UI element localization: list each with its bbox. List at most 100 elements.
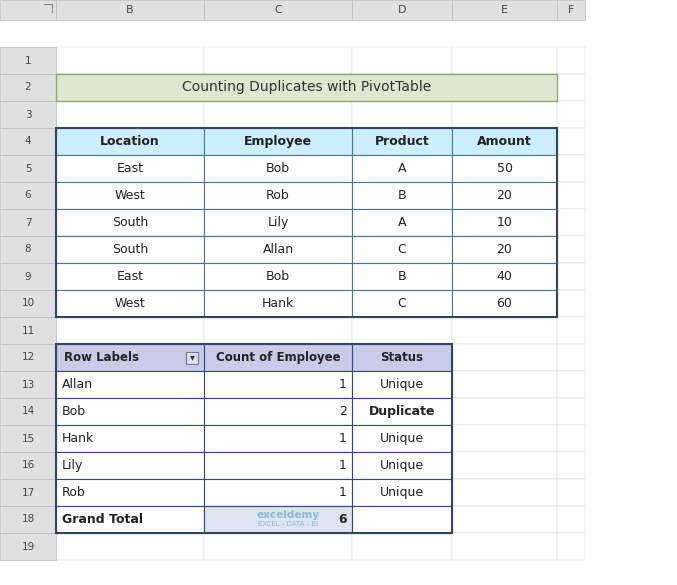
Bar (56, 74, 557, 101)
Bar (204, 452, 352, 479)
Text: A: A (398, 216, 406, 229)
Bar (204, 236, 352, 263)
Bar (56, 47, 204, 74)
Bar (204, 506, 352, 533)
Text: Hank: Hank (262, 297, 294, 310)
Bar (0, 74, 56, 101)
Text: B: B (397, 270, 406, 283)
Bar (56, 0, 204, 20)
Bar (452, 128, 557, 155)
Bar (452, 182, 557, 209)
Bar (352, 344, 452, 371)
Bar (204, 317, 352, 344)
Text: 9: 9 (24, 271, 31, 281)
Bar (0, 236, 56, 263)
Bar (56, 236, 204, 263)
Bar (204, 74, 352, 101)
Bar (452, 371, 557, 398)
Bar (557, 317, 585, 344)
Bar (452, 209, 557, 236)
Bar (56, 236, 204, 263)
Text: C: C (397, 243, 406, 256)
Text: Lily: Lily (267, 216, 288, 229)
Bar (352, 398, 452, 425)
Bar (557, 263, 585, 290)
Bar (452, 236, 557, 263)
Bar (56, 344, 452, 533)
Bar (452, 155, 557, 182)
Bar (56, 74, 204, 101)
Text: A: A (398, 162, 406, 175)
Bar (56, 479, 204, 506)
Bar (0, 452, 56, 479)
Bar (56, 290, 204, 317)
FancyBboxPatch shape (186, 352, 198, 363)
Text: 13: 13 (22, 380, 35, 390)
Bar (204, 533, 352, 560)
Bar (56, 182, 204, 209)
Bar (204, 425, 352, 452)
Text: South: South (112, 243, 148, 256)
Bar (56, 182, 204, 209)
Bar (352, 236, 452, 263)
Bar (56, 128, 204, 155)
Bar (452, 263, 557, 290)
Text: Grand Total: Grand Total (62, 513, 143, 526)
Bar (352, 128, 452, 155)
Bar (56, 209, 204, 236)
Bar (352, 236, 452, 263)
Bar (0, 209, 56, 236)
Text: 50: 50 (496, 162, 512, 175)
Bar (204, 101, 352, 128)
Text: B: B (126, 5, 134, 15)
Bar (452, 533, 557, 560)
Text: B: B (397, 189, 406, 202)
Bar (352, 182, 452, 209)
Bar (352, 479, 452, 506)
Text: EXCEL - DATA - BI: EXCEL - DATA - BI (258, 521, 318, 528)
Bar (56, 128, 557, 317)
Bar (452, 47, 557, 74)
Text: 17: 17 (22, 487, 35, 497)
Bar (204, 263, 352, 290)
Bar (56, 209, 204, 236)
Text: 19: 19 (22, 542, 35, 552)
Bar (352, 425, 452, 452)
Bar (452, 236, 557, 263)
Bar (352, 371, 452, 398)
Bar (0, 263, 56, 290)
Bar (204, 371, 352, 398)
Bar (56, 425, 204, 452)
Bar (452, 425, 557, 452)
Bar (56, 317, 204, 344)
Bar (204, 209, 352, 236)
Bar (452, 290, 557, 317)
Text: 6: 6 (338, 513, 347, 526)
Bar (56, 479, 204, 506)
Bar (56, 344, 204, 371)
Bar (56, 155, 204, 182)
Bar (56, 398, 204, 425)
Bar (557, 128, 585, 155)
Bar (352, 344, 452, 371)
Bar (352, 128, 452, 155)
Bar (557, 182, 585, 209)
Bar (557, 290, 585, 317)
Text: East: East (116, 162, 144, 175)
Text: ▾: ▾ (190, 353, 194, 363)
Bar (56, 398, 204, 425)
Bar (352, 209, 452, 236)
Text: 18: 18 (22, 514, 35, 525)
Bar (557, 506, 585, 533)
Bar (0, 182, 56, 209)
Bar (0, 371, 56, 398)
Bar (557, 479, 585, 506)
Bar (204, 209, 352, 236)
Text: C: C (397, 297, 406, 310)
Bar (452, 344, 557, 371)
Text: Employee: Employee (244, 135, 312, 148)
Bar (204, 128, 352, 155)
Bar (452, 317, 557, 344)
Bar (0, 506, 56, 533)
Bar (56, 452, 204, 479)
